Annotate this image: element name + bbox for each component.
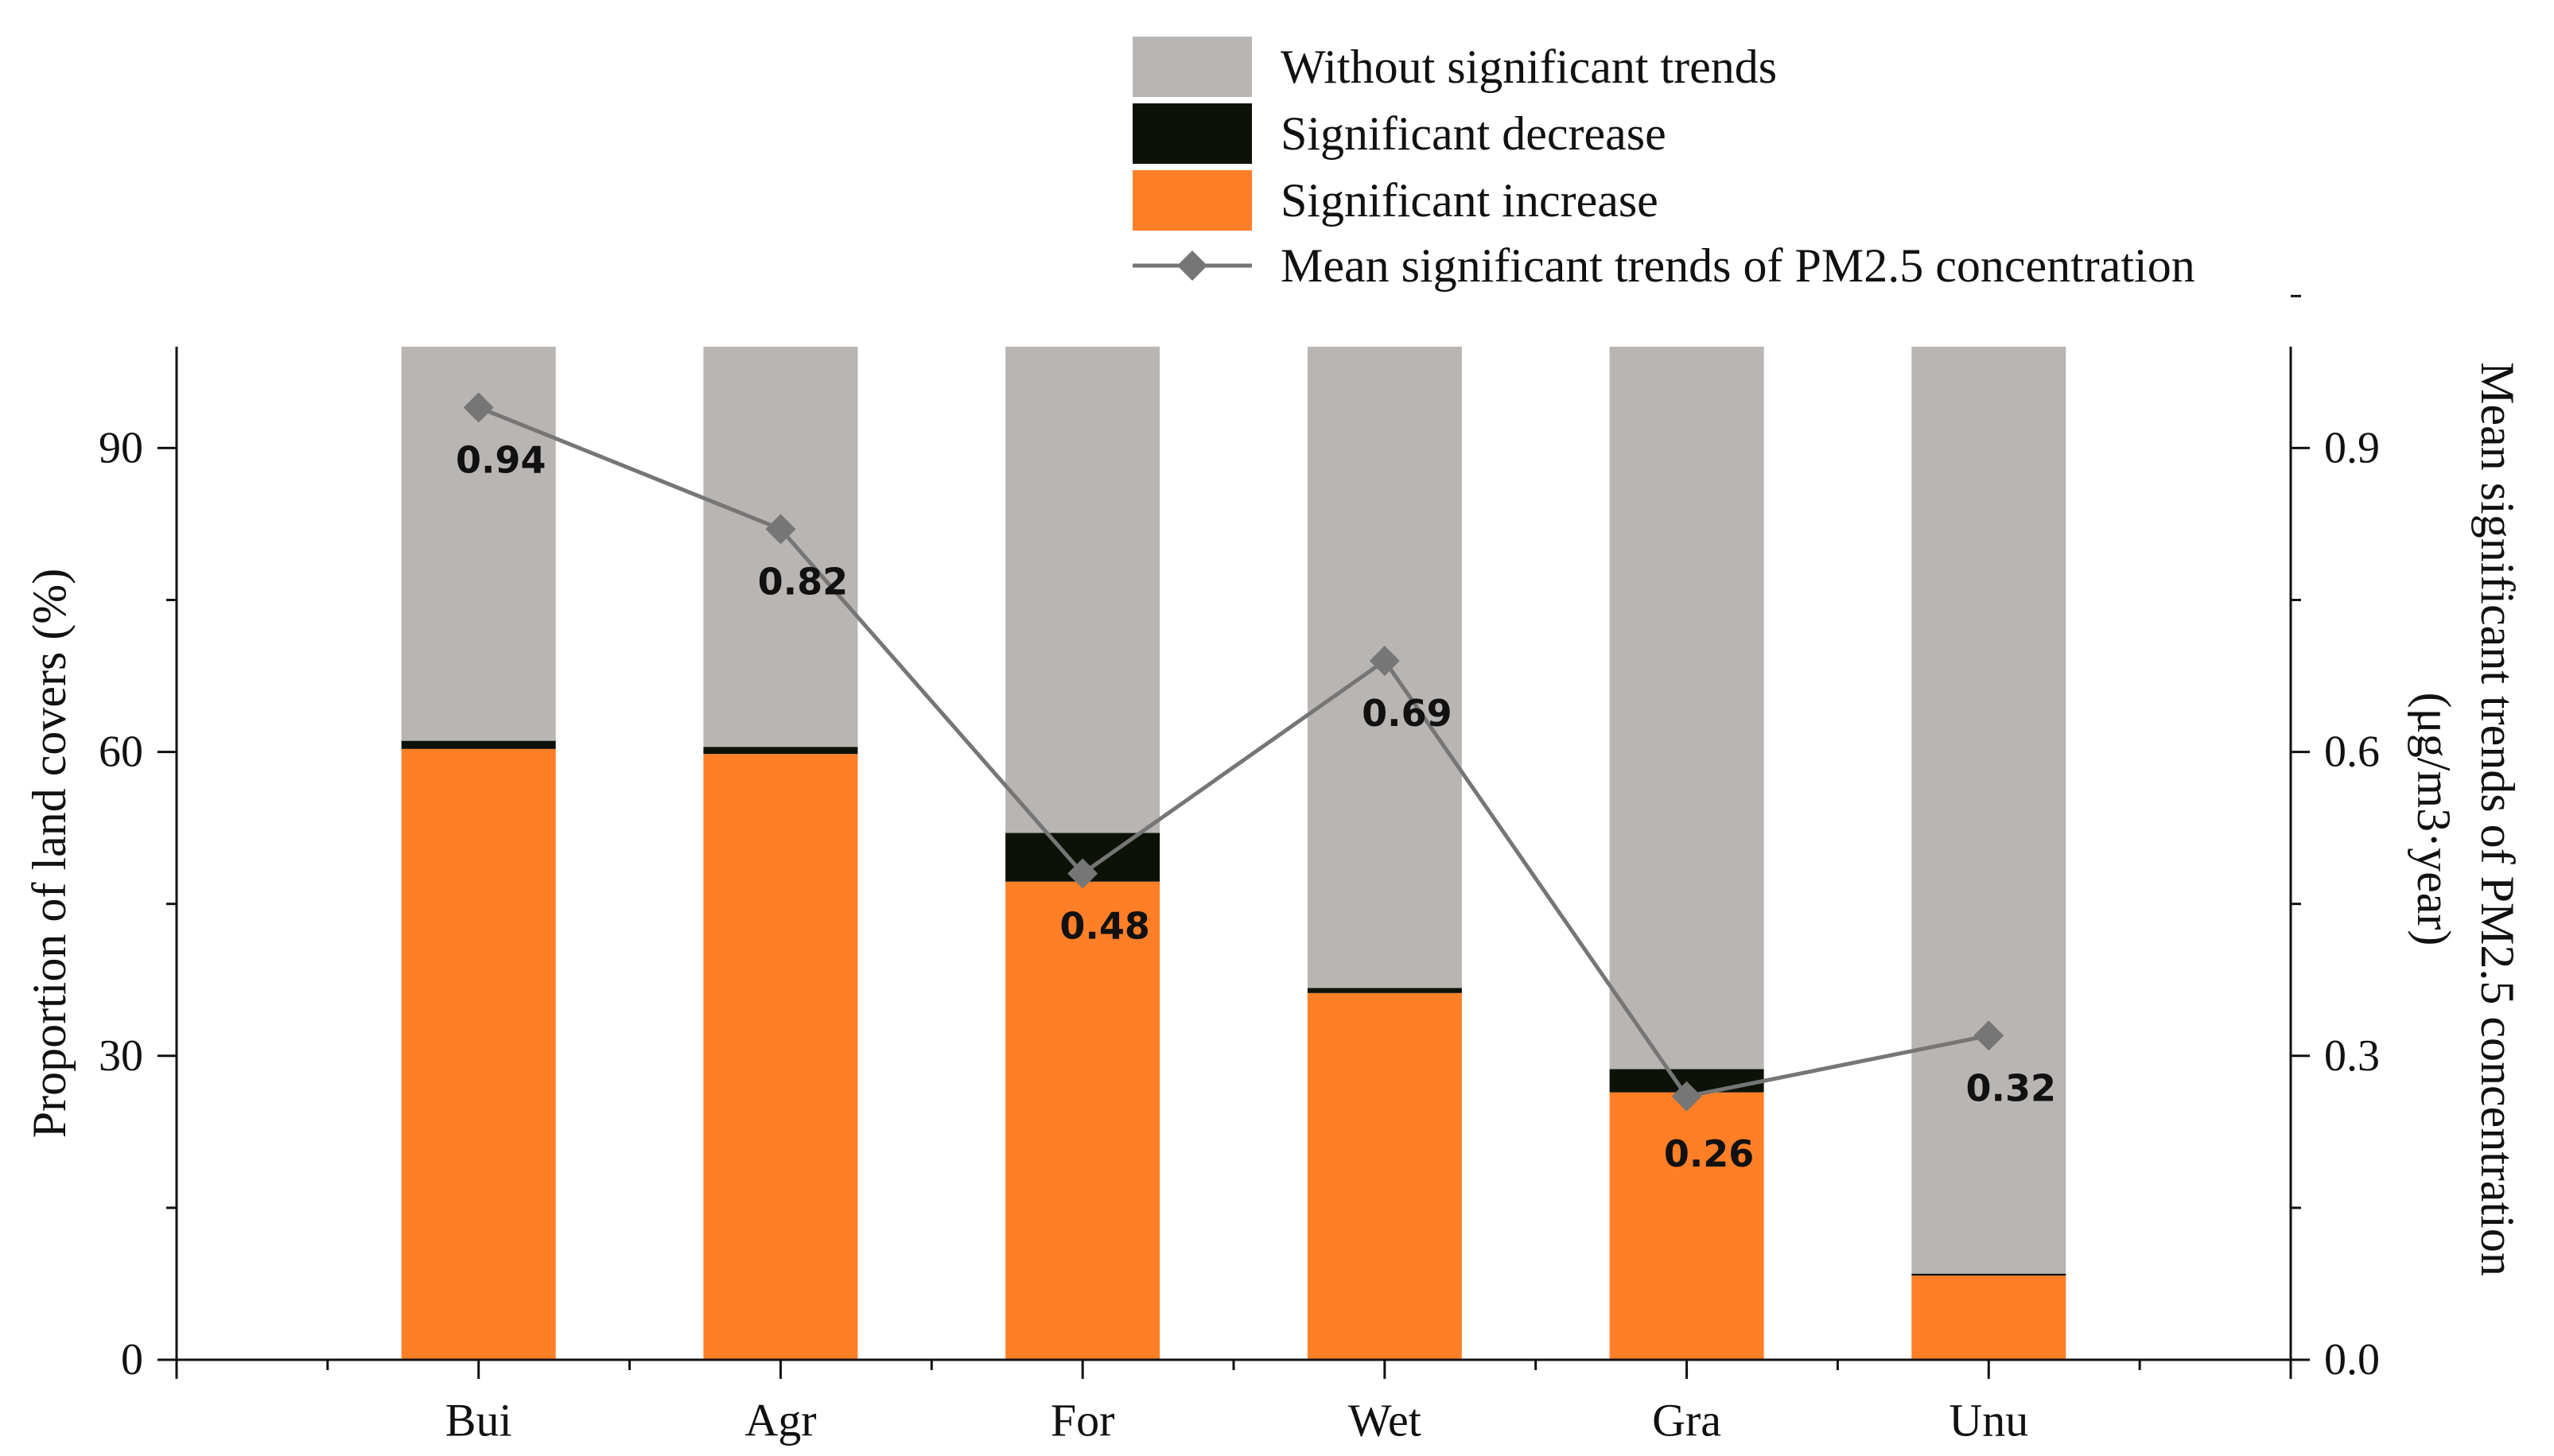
bar-segment-without-significant-trends-for (1005, 347, 1160, 833)
trend-marker-unu (1973, 1020, 2004, 1051)
bar-segment-significant-decrease-agr (703, 747, 858, 755)
legend-label: Significant decrease (1281, 107, 1666, 160)
bar-segment-significant-increase-agr (703, 754, 858, 1360)
axes-layer: 0 30 60 90 0.0 0.3 0.6 0.9 Bui Agr For Wet Gra Unu Pro… (23, 294, 2524, 1446)
bar-segment-significant-increase-bui (401, 748, 556, 1360)
legend-diamond-marker (1177, 250, 1207, 281)
right-y-tick-label: 0.3 (2324, 1031, 2380, 1081)
bar-segment-without-significant-trends-agr (703, 347, 858, 747)
right-y-tick-label: 0.0 (2324, 1335, 2380, 1384)
trend-data-label-unu: 0.32 (1966, 1066, 2057, 1109)
right-y-tick-label: 0.6 (2324, 728, 2380, 777)
x-tick-label-bui: Bui (445, 1395, 512, 1446)
bar-segment-significant-decrease-bui (401, 740, 556, 749)
trend-data-label-bui: 0.94 (456, 438, 546, 481)
legend-swatch-without-significant-trends (1133, 37, 1252, 97)
trend-data-label-for: 0.48 (1059, 904, 1150, 947)
bar-segment-significant-increase-unu (1911, 1275, 2066, 1360)
trend-data-label-agr: 0.82 (758, 560, 849, 603)
legend-label: Without significant trends (1281, 41, 1777, 93)
x-tick-label-agr: Agr (744, 1395, 816, 1446)
bar-segment-significant-increase-wet (1307, 992, 1462, 1360)
bar-segment-significant-increase-gra (1609, 1092, 1764, 1360)
x-tick-label-wet: Wet (1348, 1395, 1421, 1446)
bar-segment-significant-increase-for (1005, 881, 1160, 1360)
legend-label: Significant increase (1281, 174, 1658, 227)
left-y-tick-label: 90 (99, 423, 143, 472)
trend-line (477, 406, 1989, 1099)
trend-marker-for (1067, 858, 1098, 889)
right-y-axis-title-line1: Mean significant trends of PM2.5 concent… (2471, 362, 2524, 1276)
left-y-tick-label: 0 (121, 1335, 143, 1384)
trend-marker-bui (463, 392, 494, 423)
legend-swatch-significant-increase (1133, 170, 1252, 231)
right-y-axis-title-line2: (μg/m3·year) (2408, 693, 2460, 946)
trend-line-layer: 0.94 0.82 0.48 0.69 0.26 0.32 (456, 392, 2056, 1175)
left-y-tick-label: 30 (99, 1031, 143, 1081)
left-y-axis-title: Proportion of land covers (%) (23, 569, 76, 1138)
bar-segment-significant-decrease-wet (1307, 988, 1462, 993)
bar-segment-significant-decrease-unu (1911, 1273, 2066, 1276)
left-y-tick-label: 60 (99, 728, 143, 777)
right-y-tick-label: 0.9 (2324, 423, 2380, 472)
trend-data-label-gra: 0.26 (1664, 1132, 1755, 1175)
legend-label: Mean significant trends of PM2.5 concent… (1281, 239, 2195, 292)
trend-data-label-wet: 0.69 (1362, 692, 1452, 735)
x-tick-label-gra: Gra (1652, 1395, 1721, 1446)
trend-marker-gra (1671, 1081, 1702, 1112)
trend-marker-wet (1369, 645, 1400, 676)
bar-segment-without-significant-trends-gra (1609, 347, 1764, 1070)
legend: Without significant trends Significant de… (1133, 37, 2195, 292)
trend-marker-agr (765, 514, 796, 545)
x-tick-label-for: For (1051, 1395, 1115, 1446)
bar-segment-without-significant-trends-unu (1911, 347, 2066, 1274)
x-tick-label-unu: Unu (1949, 1395, 2028, 1446)
bars-layer (401, 347, 2066, 1360)
legend-swatch-significant-decrease (1133, 103, 1252, 164)
